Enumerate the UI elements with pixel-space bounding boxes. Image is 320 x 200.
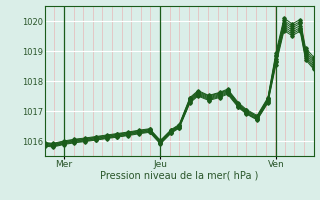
- X-axis label: Pression niveau de la mer( hPa ): Pression niveau de la mer( hPa ): [100, 171, 258, 181]
